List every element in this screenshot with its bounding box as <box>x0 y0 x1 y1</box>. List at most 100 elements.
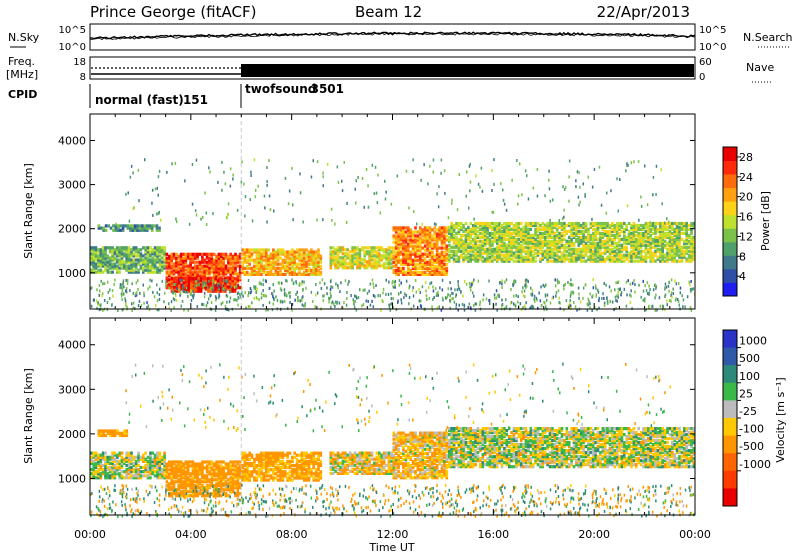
scatter-cell <box>404 234 408 238</box>
scatter-cell <box>611 249 614 253</box>
noise-cell <box>387 292 390 296</box>
scatter-cell <box>351 248 354 252</box>
scatter-cell <box>253 260 256 264</box>
scatter-cell <box>680 227 684 231</box>
scatter-cell <box>295 272 299 276</box>
noise-cell <box>275 295 277 299</box>
scatter-cell <box>589 247 593 251</box>
scatter-cell <box>190 287 193 291</box>
scatter-cell <box>591 251 595 255</box>
noise-cell <box>271 292 273 296</box>
noise-cell <box>98 302 100 306</box>
scatter-cell <box>661 223 664 228</box>
noise-cell <box>510 301 513 304</box>
scatter-cell <box>99 465 103 470</box>
scatter-cell <box>402 228 405 232</box>
noise-cell <box>610 289 612 293</box>
scatter-cell <box>563 225 566 229</box>
scatter-cell <box>203 260 206 264</box>
scatter-cell <box>194 256 197 260</box>
scatter-cell <box>452 259 456 263</box>
scatter-cell <box>416 234 420 238</box>
scatter-cell <box>120 254 124 258</box>
scatter-cell <box>116 461 119 465</box>
scatter-cell <box>307 252 311 256</box>
scatter-cell <box>503 231 506 235</box>
scatter-cell <box>591 259 595 263</box>
scatter-cell <box>144 256 147 260</box>
scatter-cell <box>683 221 686 226</box>
noise-cell <box>114 278 116 282</box>
scatter-cell <box>685 221 688 226</box>
scatter-cell <box>678 245 681 249</box>
scatter-cell <box>241 268 244 272</box>
scatter-cell <box>101 250 105 254</box>
scatter-cell <box>394 228 398 232</box>
scatter-cell <box>596 221 600 226</box>
scatter-cell <box>692 257 696 261</box>
scatter-cell <box>507 243 511 247</box>
noise-cell <box>425 289 427 293</box>
scatter-cell <box>351 256 354 260</box>
speckle-cell <box>343 161 345 164</box>
noise-cell <box>296 299 299 303</box>
scatter-cell <box>423 238 427 242</box>
scatter-cell <box>495 231 499 235</box>
scatter-cell <box>539 223 542 228</box>
noise-cell <box>646 281 649 285</box>
noise-cell <box>152 290 154 294</box>
scatter-cell <box>255 272 259 276</box>
scatter-cell <box>231 256 235 260</box>
scatter-cell <box>175 279 179 283</box>
scatter-cell <box>173 277 176 281</box>
scatter-cell <box>577 223 581 228</box>
noise-cell <box>371 278 374 282</box>
scatter-cell <box>445 270 449 274</box>
scatter-cell <box>452 253 456 257</box>
scatter-cell <box>243 250 247 254</box>
scatter-cell <box>680 259 684 263</box>
scatter-cell <box>101 457 105 461</box>
scatter-cell <box>184 264 188 268</box>
scatter-cell <box>265 272 268 276</box>
scatter-cell <box>534 223 537 228</box>
scatter-cell <box>517 255 521 259</box>
scatter-cell <box>414 272 417 276</box>
scatter-cell <box>419 242 422 246</box>
speckle-cell <box>440 171 442 175</box>
scatter-cell <box>563 259 566 263</box>
scatter-cell <box>428 244 432 248</box>
scatter-cell <box>683 231 686 235</box>
scatter-cell <box>92 270 95 274</box>
scatter-cell <box>673 259 676 263</box>
scatter-cell <box>680 231 684 235</box>
noise-cell <box>415 290 418 294</box>
scatter-cell <box>659 221 662 226</box>
scatter-cell <box>191 254 195 258</box>
scatter-cell <box>464 253 468 257</box>
scatter-cell <box>498 243 501 247</box>
scatter-cell <box>276 256 280 260</box>
scatter-cell <box>281 250 285 254</box>
noise-cell <box>212 286 215 290</box>
scatter-cell <box>639 245 643 249</box>
scatter-cell <box>246 264 249 268</box>
scatter-cell <box>522 259 525 263</box>
scatter-cell <box>97 254 100 258</box>
scatter-cell <box>450 249 453 253</box>
scatter-cell <box>182 287 186 291</box>
scatter-cell <box>106 457 110 461</box>
scatter-cell <box>594 231 597 235</box>
scatter-cell <box>132 254 136 258</box>
scatter-cell <box>404 240 408 244</box>
scatter-cell <box>177 277 181 281</box>
scatter-cell <box>156 246 159 250</box>
noise-cell <box>301 282 303 286</box>
noise-cell <box>631 281 634 285</box>
noise-cell <box>254 287 256 291</box>
scatter-cell <box>433 272 437 276</box>
speckle-cell <box>151 201 153 205</box>
scatter-cell <box>177 264 180 268</box>
scatter-cell <box>170 266 173 270</box>
scatter-cell <box>231 287 234 291</box>
